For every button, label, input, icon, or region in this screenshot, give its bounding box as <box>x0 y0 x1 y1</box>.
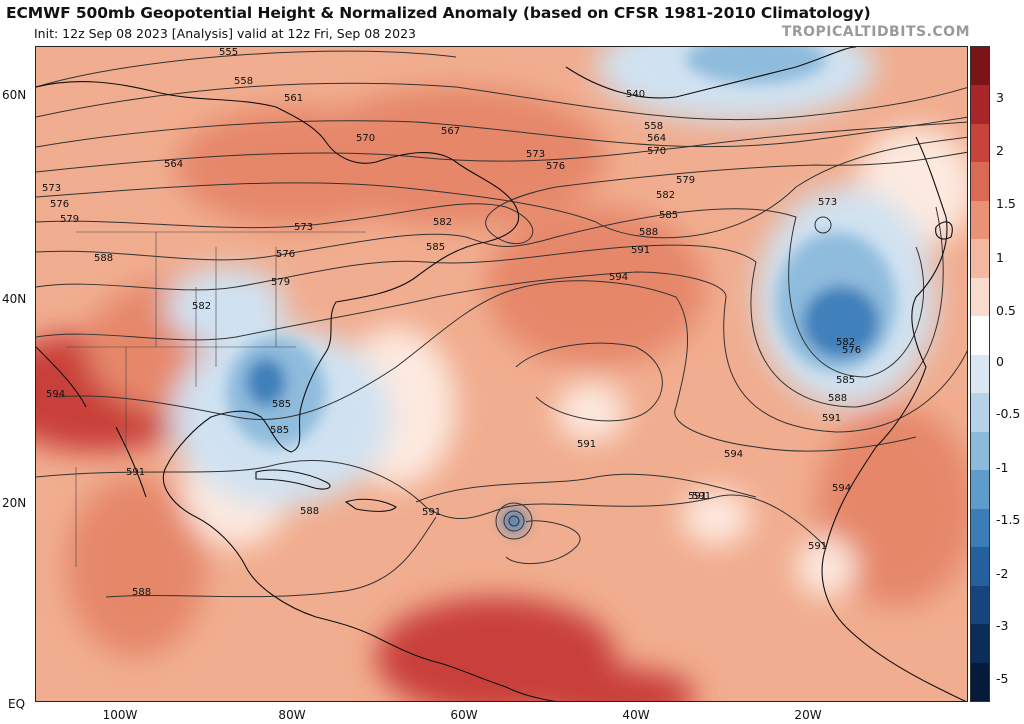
contour-label: 585 <box>270 425 289 436</box>
contour-label: 594 <box>609 272 628 283</box>
colorbar-label: 1 <box>996 250 1004 265</box>
contour-label: 582 <box>192 301 211 312</box>
contour-label: 594 <box>46 389 65 400</box>
colorbar-segment <box>971 316 989 355</box>
colorbar-label: 0.5 <box>996 303 1016 318</box>
contour-label: 585 <box>426 242 445 253</box>
contour-label: 585 <box>272 399 291 410</box>
colorbar-label: -3 <box>996 618 1009 633</box>
colorbar-segment <box>971 162 989 201</box>
contour-label: 579 <box>676 175 695 186</box>
contour-label: 588 <box>639 227 658 238</box>
contour-label: 588 <box>94 253 113 264</box>
lon-label-80w: 80W <box>278 708 306 722</box>
contour-label: 573 <box>818 197 837 208</box>
contour-label: 576 <box>842 345 861 356</box>
contour-label: 591 <box>692 491 711 502</box>
lon-label-40w: 40W <box>622 708 650 722</box>
contour-label: 594 <box>832 483 851 494</box>
contour-label: 576 <box>276 249 295 260</box>
contour-label: 591 <box>577 439 596 450</box>
colorbar-segment <box>971 470 989 509</box>
contour-label: 579 <box>60 214 79 225</box>
height-contours <box>36 50 967 598</box>
contour-label: 567 <box>441 126 460 137</box>
coastlines <box>36 47 967 701</box>
lon-label-20w: 20W <box>794 708 822 722</box>
contour-label: 591 <box>422 507 441 518</box>
contour-label: 591 <box>631 245 650 256</box>
contour-label: 582 <box>656 190 675 201</box>
colorbar-segment <box>971 508 989 548</box>
lat-label-40n: 40N <box>2 292 27 306</box>
colorbar-label: 0 <box>996 354 1004 369</box>
contour-label: 594 <box>724 449 743 460</box>
colorbar-segment <box>971 624 989 663</box>
contour-label: 561 <box>284 93 303 104</box>
contour-label: 585 <box>836 375 855 386</box>
contour-label: 540 <box>626 89 645 100</box>
colorbar-segment <box>971 431 989 471</box>
colorbar-segment <box>971 239 989 278</box>
brand-watermark: TROPICALTIDBITS.COM <box>781 24 970 40</box>
contour-label: 573 <box>42 183 61 194</box>
colorbar-label: -1 <box>996 460 1009 475</box>
contour-label: 591 <box>808 541 827 552</box>
borders <box>66 231 366 567</box>
lat-label-20n: 20N <box>2 496 27 510</box>
colorbar-label: 2 <box>996 143 1004 158</box>
contour-label: 588 <box>300 506 319 517</box>
colorbar-label: -1.5 <box>996 512 1021 527</box>
lat-label-60n: 60N <box>2 88 27 102</box>
colorbar-segment <box>971 662 989 701</box>
colorbar-segment <box>971 585 989 625</box>
contour-label: 582 <box>433 217 452 228</box>
colorbar-segment <box>971 393 989 432</box>
contour-label: 558 <box>234 76 253 87</box>
colorbar-segment <box>971 200 989 240</box>
contour-label: 576 <box>50 199 69 210</box>
lon-label-100w: 100W <box>102 708 138 722</box>
colorbar-label: -0.5 <box>996 406 1021 421</box>
anomaly-map: 555 558 561 564 567 570 573 576 579 582 … <box>35 46 968 702</box>
colorbar-segment <box>971 277 989 317</box>
contour-label: 591 <box>126 467 145 478</box>
colorbar-segment <box>971 123 989 163</box>
contour-label: 582 <box>836 337 855 348</box>
contour-label: 573 <box>526 149 545 160</box>
lon-label-60w: 60W <box>450 708 478 722</box>
init-valid-time: Init: 12z Sep 08 2023 [Analysis] valid a… <box>34 26 416 41</box>
contour-label: 564 <box>164 159 183 170</box>
colorbar-segment <box>971 547 989 586</box>
contour-label: 591 <box>688 491 707 502</box>
contour-label: 585 <box>659 210 678 221</box>
contour-label: 579 <box>271 277 290 288</box>
contour-label: 555 <box>219 47 238 58</box>
anomaly-field <box>36 47 967 701</box>
colorbar-label: 1.5 <box>996 196 1016 211</box>
contour-labels: 555 558 561 564 567 570 573 576 579 582 … <box>42 47 861 598</box>
contour-label: 570 <box>356 133 375 144</box>
contour-label: 588 <box>132 587 151 598</box>
anomaly-map-svg: 555 558 561 564 567 570 573 576 579 582 … <box>36 47 967 701</box>
colorbar-segment <box>971 85 989 124</box>
chart-title: ECMWF 500mb Geopotential Height & Normal… <box>6 4 871 22</box>
contour-label: 570 <box>647 146 666 157</box>
contour-label: 564 <box>647 133 666 144</box>
colorbar-label: 3 <box>996 90 1004 105</box>
contour-label: 588 <box>828 393 847 404</box>
colorbar <box>970 46 990 702</box>
colorbar-segment <box>971 47 989 86</box>
contour-label: 573 <box>294 222 313 233</box>
colorbar-label: -5 <box>996 671 1009 686</box>
contour-label: 591 <box>822 413 841 424</box>
colorbar-segment <box>971 354 989 394</box>
colorbar-label: -2 <box>996 566 1009 581</box>
contour-label: 558 <box>644 121 663 132</box>
contour-label: 576 <box>546 161 565 172</box>
lat-label-eq: EQ <box>8 697 26 711</box>
